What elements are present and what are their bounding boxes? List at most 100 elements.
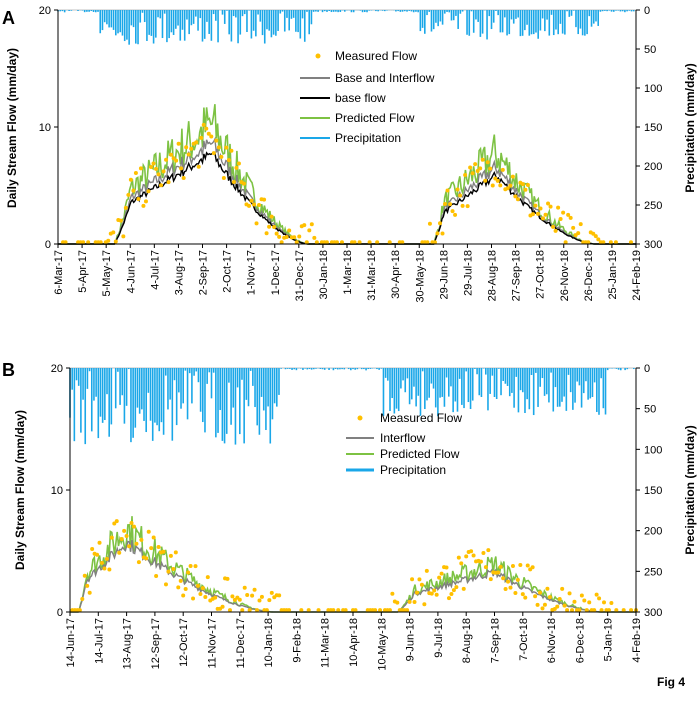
measured-flow-point: [561, 210, 566, 215]
left-tick-label: 20: [51, 363, 63, 375]
measured-flow-point: [171, 566, 176, 571]
legend-base-flow: base flow: [335, 91, 386, 105]
measured-flow-point: [566, 212, 571, 217]
right-tick-label: 250: [644, 200, 662, 212]
measured-flow-point: [124, 534, 129, 539]
measured-flow-point: [400, 240, 405, 245]
panel-b-label: B: [2, 360, 15, 380]
legend-precipitation: Precipitation: [335, 131, 401, 145]
measured-flow-point: [520, 182, 525, 187]
panel-a-label: A: [2, 8, 15, 28]
measured-flow-point: [540, 606, 545, 611]
x-tick-label: 2-Oct-17: [222, 250, 234, 293]
measured-flow-point: [535, 602, 540, 607]
measured-flow-point: [294, 240, 299, 245]
measured-flow-point: [181, 593, 186, 598]
measured-flow-point: [214, 138, 219, 143]
measured-flow-point: [107, 567, 112, 572]
measured-flow-point: [445, 188, 450, 193]
measured-flow-point: [425, 240, 430, 245]
x-tick-label: 11-Dec-17: [235, 618, 247, 669]
measured-flow-point: [454, 585, 459, 590]
measured-flow-point: [195, 583, 200, 588]
measured-flow-point: [405, 608, 410, 613]
measured-flow-point: [186, 152, 191, 157]
measured-flow-point: [146, 529, 151, 534]
measured-flow-point: [151, 161, 156, 166]
measured-flow-point: [591, 231, 596, 236]
measured-flow-point: [584, 608, 589, 613]
x-tick-label: 6-Nov-18: [546, 618, 558, 663]
measured-flow-point: [475, 169, 480, 174]
measured-flow-point: [63, 240, 68, 245]
x-tick-label: 5-Jan-19: [603, 618, 615, 661]
measured-flow-point: [560, 586, 565, 591]
measured-flow-point: [269, 590, 274, 595]
measured-flow-point: [373, 608, 378, 613]
measured-flow-point: [246, 203, 251, 208]
measured-flow-point: [412, 600, 417, 605]
measured-flow-point: [483, 178, 488, 183]
x-tick-label: 26-Nov-18: [559, 250, 571, 301]
measured-flow-point: [230, 594, 235, 599]
measured-flow-point: [184, 145, 189, 150]
measured-flow-point: [193, 564, 198, 569]
measured-flow-point: [450, 209, 455, 214]
x-tick-label: 29-Jun-18: [438, 250, 450, 300]
measured-flow-point: [553, 228, 558, 233]
measured-flow-point: [446, 596, 451, 601]
measured-flow-point: [530, 212, 535, 217]
measured-flow-point: [139, 537, 144, 542]
measured-flow-point: [606, 608, 611, 613]
measured-flow-point: [209, 134, 214, 139]
measured-flow-point: [483, 565, 488, 570]
measured-flow-point: [206, 131, 211, 136]
measured-flow-point: [118, 218, 123, 223]
measured-flow-point: [496, 570, 501, 575]
measured-flow-point: [440, 231, 445, 236]
measured-flow-point: [225, 576, 230, 581]
measured-flow-point: [629, 608, 634, 613]
measured-flow-point: [543, 212, 548, 217]
measured-flow-point: [176, 141, 181, 146]
measured-flow-point: [593, 234, 598, 239]
measured-flow-point: [80, 596, 85, 601]
measured-flow-point: [255, 608, 260, 613]
x-tick-label: 9-Jun-18: [405, 618, 417, 661]
measured-flow-point: [525, 182, 530, 187]
x-tick-label: 9-Jul-18: [433, 618, 445, 658]
measured-flow-point: [200, 586, 205, 591]
legend-predicted-flow: Predicted Flow: [380, 447, 460, 461]
measured-flow-point: [196, 164, 201, 169]
left-tick-label: 20: [39, 5, 51, 17]
right-tick-label: 200: [644, 526, 662, 538]
measured-flow-point: [424, 568, 429, 573]
measured-flow-point: [242, 585, 247, 590]
measured-flow-point: [191, 596, 196, 601]
measured-flow-point: [86, 240, 91, 245]
measured-flow-point: [353, 608, 358, 613]
measured-flow-point: [240, 608, 245, 613]
measured-flow-point: [309, 222, 314, 227]
measured-flow-point: [164, 157, 169, 162]
measured-flow-point: [439, 571, 444, 576]
measured-flow-point: [250, 593, 255, 598]
measured-flow-point: [189, 146, 194, 151]
measured-flow-point: [448, 202, 453, 207]
measured-flow-point: [357, 240, 362, 245]
measured-flow-point: [478, 166, 483, 171]
x-tick-label: 12-Oct-17: [178, 618, 190, 667]
measured-flow-point: [146, 189, 151, 194]
measured-flow-point: [469, 549, 474, 554]
right-tick-label: 0: [644, 363, 650, 375]
measured-flow-point: [449, 592, 454, 597]
measured-flow-point: [104, 556, 109, 561]
legend-predicted-flow: Predicted Flow: [335, 111, 415, 125]
x-tick-label: 1-Dec-17: [270, 250, 282, 295]
panel-b-legend: Measured Flow Interflow Predicted Flow P…: [346, 411, 462, 477]
measured-flow-point: [515, 577, 520, 582]
measured-flow-point: [299, 608, 304, 613]
measured-flow-point: [141, 203, 146, 208]
